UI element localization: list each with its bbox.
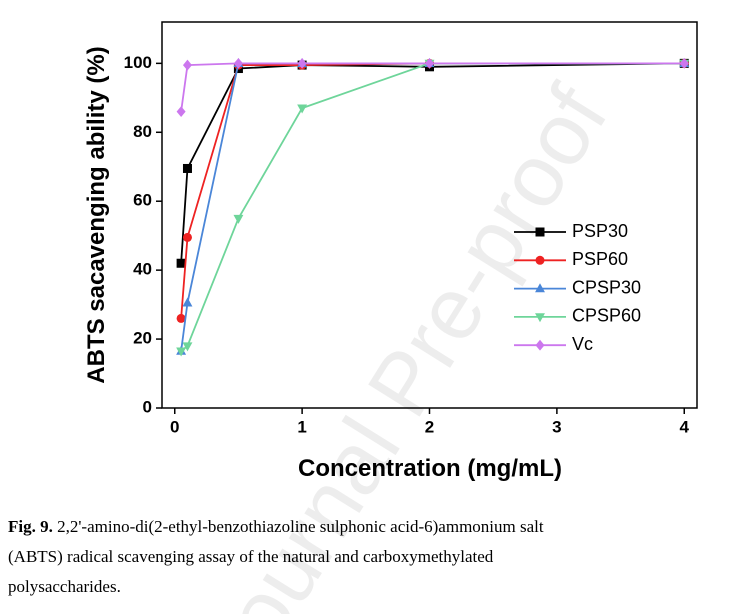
series-line xyxy=(180,62,685,264)
marker xyxy=(297,57,307,69)
marker xyxy=(176,313,186,323)
caption-label: Fig. 9. xyxy=(8,517,53,536)
marker xyxy=(535,255,545,265)
caption-line: Fig. 9. 2,2'-amino-di(2-ethyl-benzothiaz… xyxy=(8,517,544,536)
y-tick-label: 80 xyxy=(133,122,152,141)
marker xyxy=(679,57,689,69)
y-tick-label: 100 xyxy=(124,53,152,72)
x-tick-label: 0 xyxy=(170,417,179,436)
caption-text: 2,2'-amino-di(2-ethyl-benzothiazoline su… xyxy=(53,517,544,536)
x-tick-label: 3 xyxy=(552,417,561,436)
marker xyxy=(535,339,545,351)
marker xyxy=(182,342,193,352)
legend-label: CPSP60 xyxy=(572,306,641,326)
marker xyxy=(176,258,186,268)
y-tick-label: 40 xyxy=(133,260,152,279)
legend-label: Vc xyxy=(572,334,593,354)
caption-line: (ABTS) radical scavenging assay of the n… xyxy=(8,547,494,566)
series-line xyxy=(180,62,685,112)
marker xyxy=(182,59,192,71)
y-tick-label: 60 xyxy=(133,191,152,210)
x-tick-label: 4 xyxy=(680,417,690,436)
legend-label: PSP30 xyxy=(572,221,628,241)
marker xyxy=(176,106,186,118)
x-tick-label: 1 xyxy=(297,417,306,436)
marker xyxy=(233,214,244,224)
y-tick-label: 20 xyxy=(133,329,152,348)
marker xyxy=(182,232,192,242)
marker xyxy=(535,227,545,237)
marker xyxy=(535,313,545,323)
marker xyxy=(425,57,434,69)
legend-label: PSP60 xyxy=(572,249,628,269)
y-tick-label: 0 xyxy=(143,397,152,416)
y-axis-label: ABTS sacavenging ability (%) xyxy=(83,46,110,383)
legend-label: CPSP30 xyxy=(572,277,641,297)
marker xyxy=(182,297,193,307)
x-tick-label: 2 xyxy=(425,417,434,436)
marker xyxy=(176,347,187,357)
marker xyxy=(182,163,192,173)
caption-line: polysaccharides. xyxy=(8,577,121,596)
marker xyxy=(535,283,545,293)
marker xyxy=(233,57,243,69)
x-axis-label: Concentration (mg/mL) xyxy=(298,455,562,482)
marker xyxy=(297,104,308,114)
